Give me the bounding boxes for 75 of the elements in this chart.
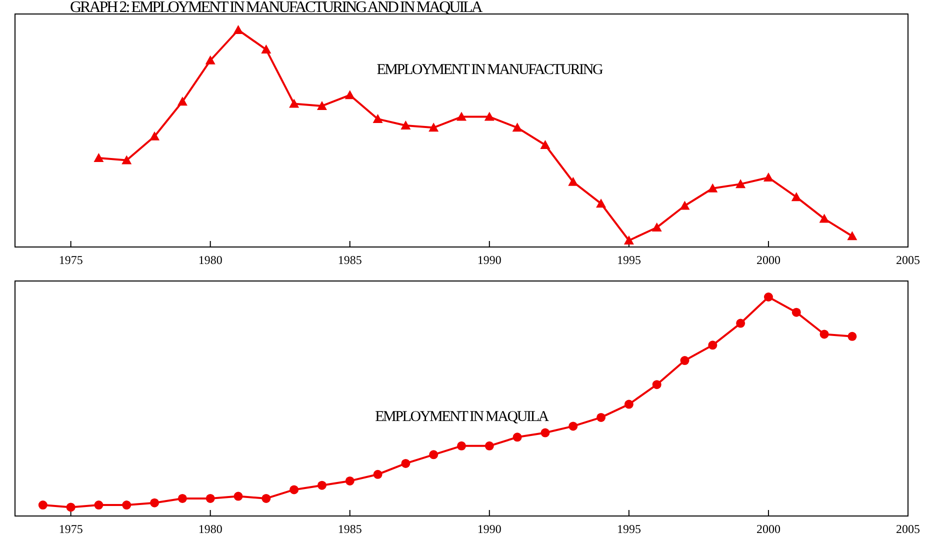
point: [708, 183, 718, 192]
point: [94, 500, 104, 510]
point: [94, 153, 104, 162]
point: [736, 318, 746, 328]
point: [150, 131, 160, 140]
point: [177, 96, 188, 106]
point: [596, 412, 606, 422]
point: [233, 25, 244, 34]
point: [763, 172, 774, 182]
point: [624, 400, 634, 409]
x-tick-label: 1985: [338, 253, 362, 267]
point: [262, 494, 271, 503]
point: [568, 176, 578, 186]
point: [792, 308, 801, 317]
x-tick-label: 2000: [756, 253, 780, 267]
point: [512, 122, 522, 132]
point: [680, 200, 690, 210]
point: [764, 292, 773, 302]
point: [178, 494, 187, 503]
point: [484, 441, 494, 450]
point: [457, 441, 466, 450]
point: [317, 480, 326, 490]
point: [847, 231, 858, 240]
point: [848, 332, 857, 341]
series-label: EMPLOYMENT IN MANUFACTURING: [376, 62, 604, 78]
point: [429, 450, 438, 460]
point: [122, 500, 132, 510]
point: [624, 235, 634, 244]
point: [205, 55, 216, 64]
x-tick-label: 1975: [58, 522, 83, 536]
x-tick-label: 1980: [198, 253, 222, 267]
point: [540, 428, 550, 438]
x-tick-label: 1990: [477, 253, 502, 267]
x-tick-label: 2005: [896, 253, 920, 267]
point: [261, 44, 272, 54]
point: [680, 356, 690, 365]
point: [290, 485, 299, 494]
point: [428, 122, 439, 132]
point: [540, 140, 550, 150]
x-tick-label: 2005: [896, 522, 920, 536]
point: [820, 330, 829, 339]
point: [791, 192, 802, 202]
point: [401, 458, 410, 468]
x-tick-label: 1990: [477, 522, 502, 536]
point: [316, 100, 327, 110]
point: [736, 179, 746, 188]
point: [372, 114, 383, 123]
series-label: EMPLOYMENT IN MAQUILA: [375, 409, 550, 425]
point: [708, 340, 718, 350]
point: [484, 112, 494, 121]
x-tick-label: 1975: [58, 253, 83, 267]
x-tick-label: 1995: [616, 253, 641, 267]
point: [568, 422, 578, 431]
point: [66, 502, 76, 512]
point: [819, 214, 830, 223]
point: [456, 112, 466, 121]
point: [344, 90, 355, 100]
point: [289, 98, 300, 108]
x-tick-label: 2000: [756, 522, 780, 536]
point: [206, 494, 215, 503]
x-tick-label: 1995: [616, 522, 641, 536]
point: [652, 380, 662, 390]
point: [652, 222, 662, 232]
point: [150, 498, 160, 508]
x-tick-label: 1980: [198, 522, 222, 536]
point: [596, 198, 606, 208]
point: [512, 432, 522, 442]
point: [38, 500, 48, 510]
point: [345, 476, 354, 486]
point: [373, 470, 382, 479]
chart-title: GRAPH 2: EMPLOYMENT IN MANUFACTURING AND IN MAQUILA: [70, 0, 484, 16]
x-tick-label: 1985: [338, 522, 362, 536]
point: [400, 120, 411, 130]
point: [234, 492, 243, 501]
point: [122, 155, 132, 164]
